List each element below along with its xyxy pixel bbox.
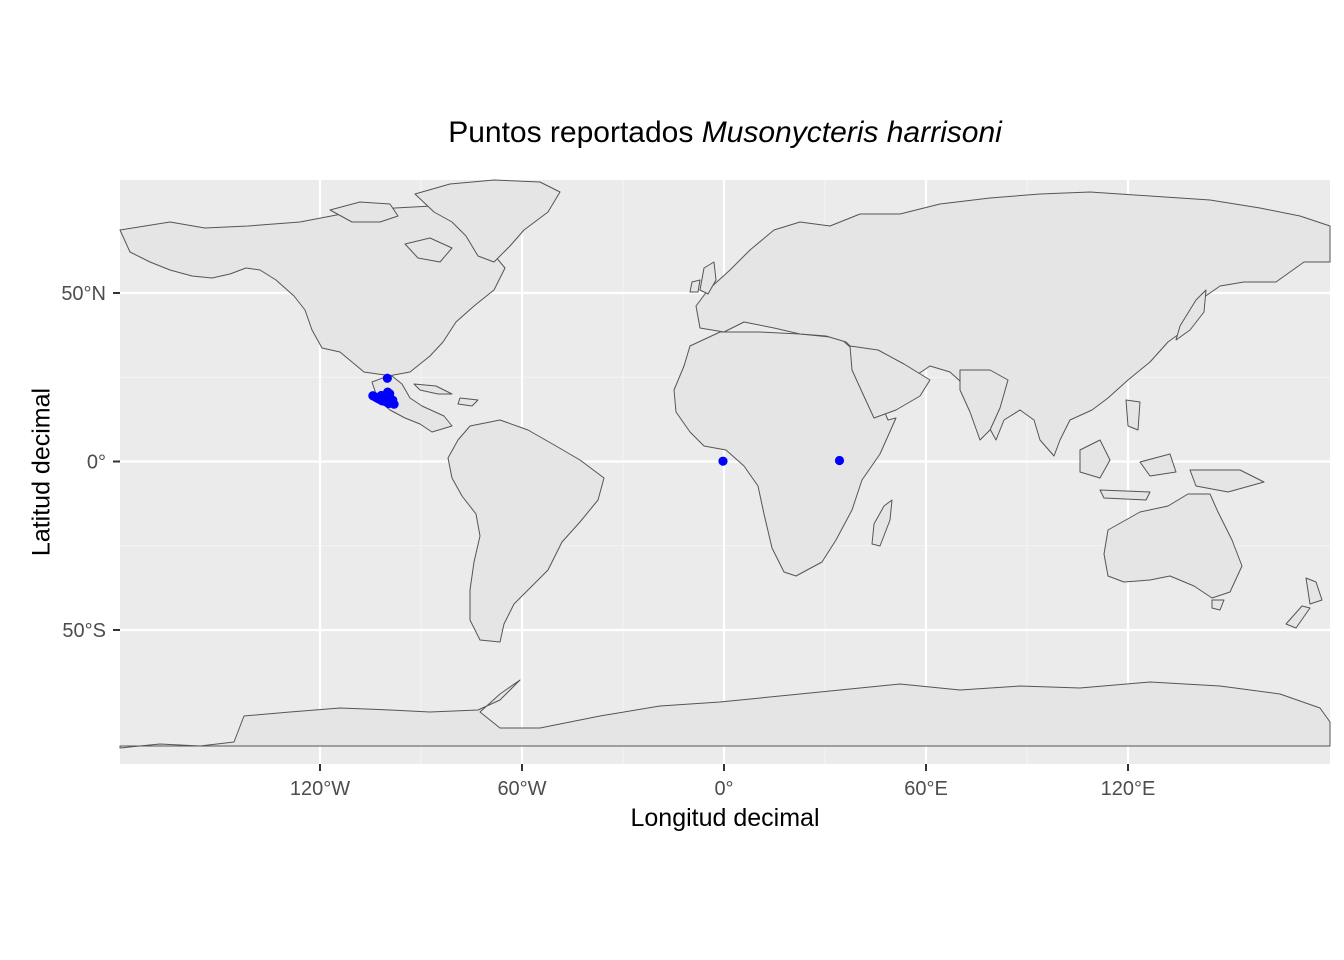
x-axis-label: Longitud decimal <box>630 804 820 832</box>
occurrence-point <box>834 455 845 466</box>
occurrence-point <box>376 390 386 401</box>
landmass-arctic-islands <box>329 201 453 263</box>
title-prefix: Puntos reportados <box>448 116 702 149</box>
landmass-tasmania <box>1211 599 1225 611</box>
landmass-greenland <box>414 179 561 263</box>
map-title: Puntos reportados Musonycteris harrisoni <box>120 116 1330 150</box>
y-tick-label: 50°N <box>61 283 106 305</box>
title-species: Musonycteris harrisoni <box>701 116 1002 149</box>
x-tick-label: 0° <box>714 778 733 800</box>
occurrence-point <box>718 456 728 466</box>
landmass-antarctica <box>119 679 1331 749</box>
x-tick-label: 60°E <box>904 778 948 800</box>
axes: 120°W 60°W 0° 60°E 120°E 50°N 0° 50°S <box>61 283 1155 800</box>
y-tick-label: 50°S <box>62 620 106 642</box>
landmass-caribbean <box>413 383 479 407</box>
landmass-british-isles <box>689 261 717 295</box>
landmass-madagascar <box>871 499 893 547</box>
occurrence-point <box>389 399 399 409</box>
y-axis-label: Latitud decimal <box>27 387 56 557</box>
y-tick-label: 0° <box>87 452 106 474</box>
x-tick-label: 120°E <box>1101 778 1156 800</box>
occurrence-point <box>382 373 392 383</box>
landmass-arabia <box>849 345 931 419</box>
landmass-south-america <box>447 419 605 643</box>
landmass-australia <box>1103 493 1243 599</box>
landmass-new-zealand <box>1285 577 1323 629</box>
world-basemap <box>119 179 1331 749</box>
x-tick-label: 120°W <box>290 778 350 800</box>
occurrence-points <box>368 373 845 466</box>
x-tick-label: 60°W <box>497 778 546 800</box>
landmass-southeast-asia-islands <box>1079 399 1265 501</box>
landmass-japan <box>1175 289 1207 341</box>
landmass-india <box>959 369 1009 441</box>
landmass-africa <box>673 331 897 577</box>
occurrence-point <box>385 389 395 399</box>
